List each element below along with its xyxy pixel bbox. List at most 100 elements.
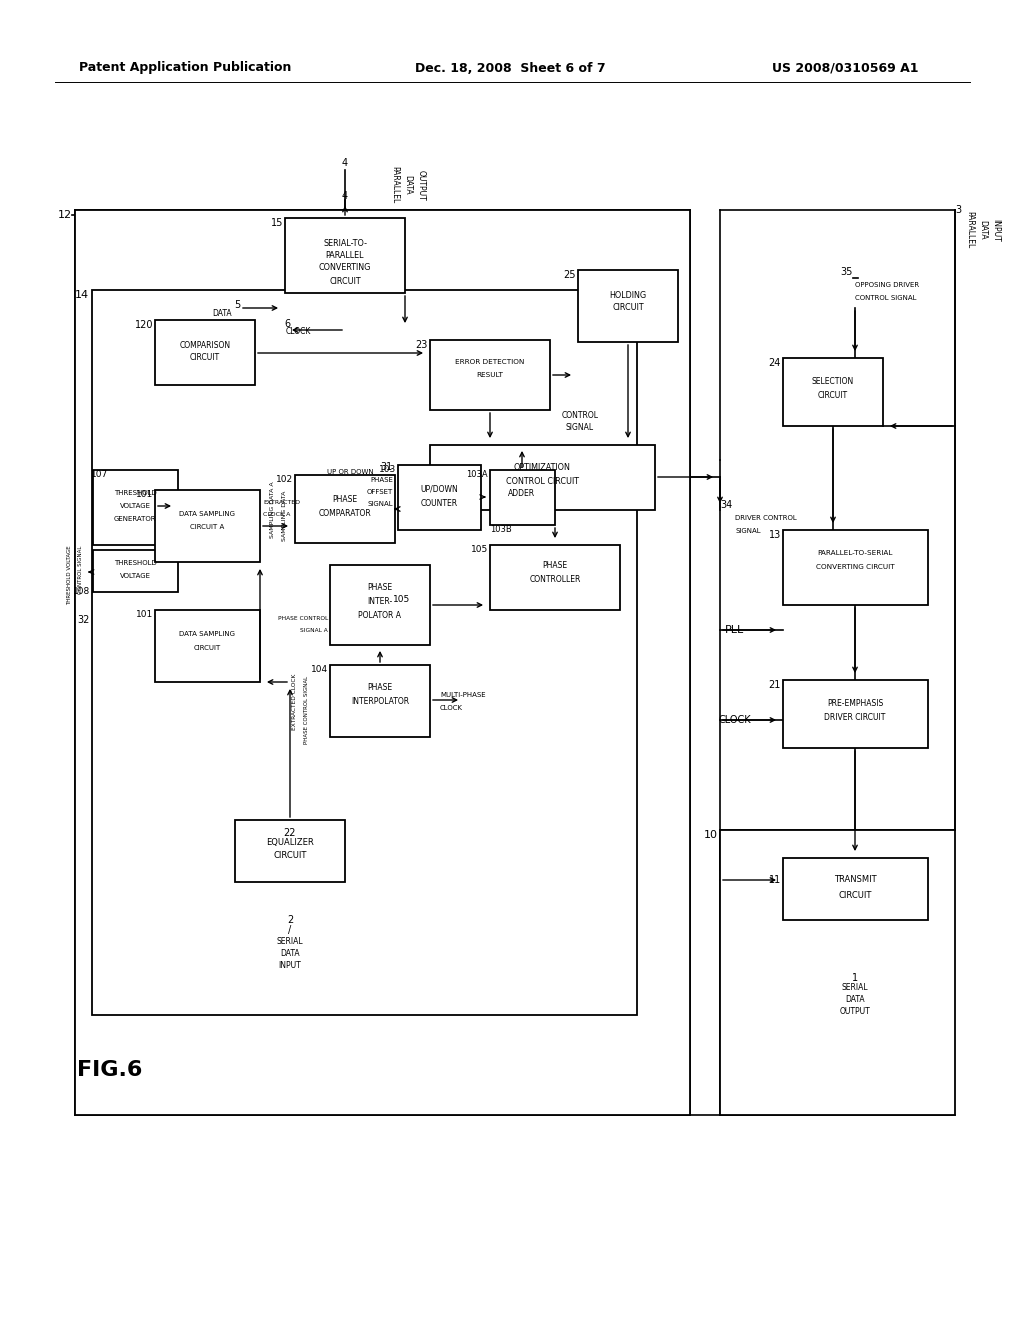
Text: EXTRACTED: EXTRACTED (263, 499, 300, 504)
Text: CIRCUIT: CIRCUIT (189, 354, 220, 363)
Text: VOLTAGE: VOLTAGE (120, 573, 151, 579)
Text: 6: 6 (284, 319, 290, 329)
Text: SAMPLING DATA A: SAMPLING DATA A (269, 482, 274, 539)
Text: 25: 25 (563, 271, 575, 280)
Text: SIGNAL: SIGNAL (735, 528, 761, 535)
Text: 12: 12 (58, 210, 72, 220)
Text: DATA: DATA (281, 949, 300, 958)
Bar (578, 271, 678, 342)
Text: THRESHOLD: THRESHOLD (114, 490, 157, 496)
Text: CONTROLLER: CONTROLLER (529, 576, 581, 585)
Text: UP/DOWN: UP/DOWN (420, 484, 458, 494)
Text: VOLTAGE: VOLTAGE (120, 503, 151, 510)
Text: OFFSET: OFFSET (367, 488, 393, 495)
Text: CIRCUIT: CIRCUIT (818, 391, 848, 400)
Text: PARALLEL: PARALLEL (326, 252, 365, 260)
Text: CONTROL SIGNAL: CONTROL SIGNAL (855, 294, 916, 301)
Text: DATA: DATA (212, 309, 232, 318)
Text: COMPARISON: COMPARISON (179, 341, 230, 350)
Bar (490, 470, 555, 525)
Text: 4: 4 (342, 191, 348, 201)
Text: HOLDING: HOLDING (609, 290, 646, 300)
Text: CONTROL: CONTROL (561, 411, 598, 420)
Text: PRE-EMPHASIS: PRE-EMPHASIS (826, 698, 883, 708)
Text: 11: 11 (769, 875, 781, 884)
Text: 101: 101 (136, 610, 153, 619)
Text: SIGNAL: SIGNAL (368, 502, 393, 507)
Text: DATA: DATA (845, 995, 865, 1005)
Text: 105: 105 (471, 545, 488, 554)
Text: 21: 21 (769, 680, 781, 690)
Text: 15: 15 (270, 218, 283, 228)
Text: DATA: DATA (979, 220, 987, 240)
Text: PHASE: PHASE (368, 684, 392, 693)
Text: CIRCUIT: CIRCUIT (273, 851, 306, 861)
Text: CIRCUIT: CIRCUIT (839, 891, 871, 899)
Text: 105: 105 (393, 595, 410, 605)
Bar (330, 665, 430, 737)
Text: 107: 107 (91, 470, 109, 479)
Text: FIG.6: FIG.6 (78, 1060, 142, 1080)
Text: 3: 3 (955, 205, 962, 215)
Text: SIGNAL: SIGNAL (566, 424, 594, 433)
Text: CIRCUIT: CIRCUIT (194, 645, 220, 651)
Bar (93, 470, 178, 545)
Text: INPUT: INPUT (991, 219, 1000, 242)
Bar (783, 531, 928, 605)
Text: DATA: DATA (403, 176, 413, 195)
Text: 120: 120 (134, 319, 153, 330)
Text: OUTPUT: OUTPUT (417, 170, 426, 201)
Bar (155, 319, 255, 385)
Text: CONVERTING: CONVERTING (318, 264, 371, 272)
Bar (490, 545, 620, 610)
Text: CONTROL CIRCUIT: CONTROL CIRCUIT (506, 478, 579, 487)
Text: 23: 23 (416, 341, 428, 350)
Text: CIRCUIT: CIRCUIT (612, 304, 644, 313)
Text: EQUALIZER: EQUALIZER (266, 837, 314, 846)
Text: PARALLEL-TO-SERIAL: PARALLEL-TO-SERIAL (817, 550, 893, 556)
Text: 2: 2 (287, 915, 293, 925)
Text: CLOCK: CLOCK (719, 715, 752, 725)
Text: SERIAL-TO-: SERIAL-TO- (323, 239, 367, 248)
Bar (155, 610, 260, 682)
Text: PARALLEL: PARALLEL (390, 166, 399, 203)
Text: 14: 14 (75, 290, 89, 300)
Text: 32: 32 (78, 615, 90, 624)
Bar (783, 358, 883, 426)
Text: THRESHOLD: THRESHOLD (114, 560, 157, 566)
Text: COMPARATOR: COMPARATOR (318, 510, 372, 519)
Text: THRESHOLD VOLTAGE: THRESHOLD VOLTAGE (68, 545, 73, 605)
Text: 101: 101 (136, 490, 153, 499)
Text: SELECTION: SELECTION (812, 376, 854, 385)
Text: 1: 1 (852, 973, 858, 983)
Text: 35: 35 (841, 267, 853, 277)
Text: PHASE: PHASE (543, 561, 567, 570)
Text: POLATOR A: POLATOR A (358, 611, 401, 620)
Bar (398, 465, 481, 531)
Text: 103B: 103B (490, 525, 512, 535)
Bar (93, 550, 178, 591)
Text: OPTIMIZATION: OPTIMIZATION (514, 463, 570, 473)
Text: CONVERTING CIRCUIT: CONVERTING CIRCUIT (816, 564, 894, 570)
Text: PLL: PLL (725, 624, 744, 635)
Bar (295, 475, 395, 543)
Text: DRIVER CIRCUIT: DRIVER CIRCUIT (824, 714, 886, 722)
Text: 34: 34 (721, 500, 733, 510)
Text: DRIVER CONTROL: DRIVER CONTROL (735, 515, 797, 521)
Text: PHASE: PHASE (370, 477, 393, 483)
Text: /: / (289, 925, 292, 935)
Text: OUTPUT: OUTPUT (840, 1007, 870, 1016)
Text: DATA SAMPLING: DATA SAMPLING (179, 511, 234, 517)
Text: 108: 108 (73, 587, 90, 597)
Text: RESULT: RESULT (476, 372, 504, 378)
Text: MULTI-PHASE: MULTI-PHASE (440, 692, 485, 698)
Text: DATA SAMPLING: DATA SAMPLING (179, 631, 234, 638)
Bar (75, 210, 690, 1115)
Text: 103: 103 (379, 465, 396, 474)
Bar (285, 218, 406, 293)
Text: GENERATOR: GENERATOR (114, 516, 157, 521)
Text: US 2008/0310569 A1: US 2008/0310569 A1 (772, 62, 919, 74)
Text: PHASE: PHASE (333, 495, 357, 504)
Text: INTERPOLATOR: INTERPOLATOR (351, 697, 409, 706)
Text: PARALLEL: PARALLEL (966, 211, 975, 248)
